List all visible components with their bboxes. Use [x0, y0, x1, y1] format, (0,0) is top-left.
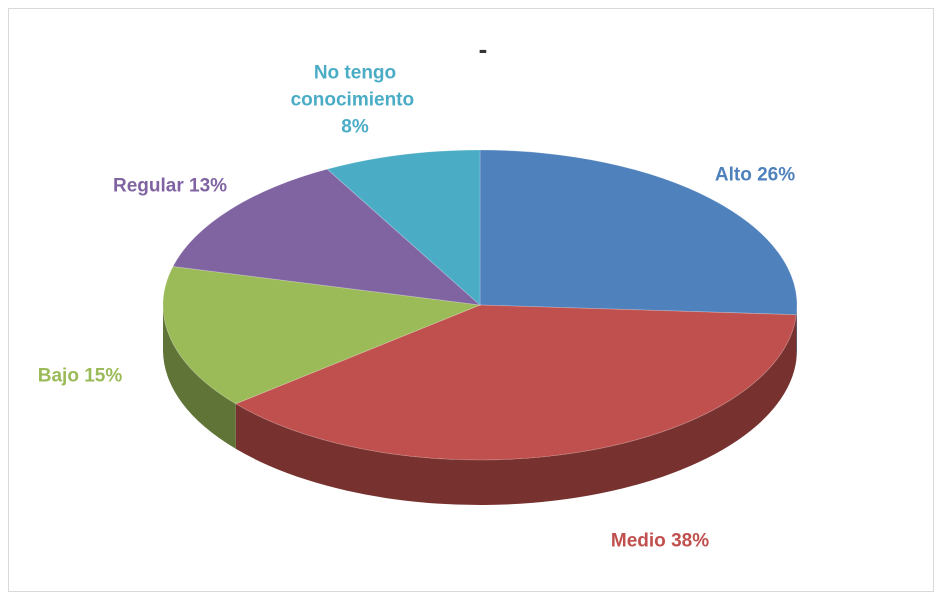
label-category: Bajo — [37, 365, 79, 387]
label-category: Alto — [714, 164, 752, 186]
label-value: 38% — [671, 530, 710, 552]
data-label: No tengo conocimiento 8% — [280, 60, 430, 141]
data-label: Bajo 15% — [38, 363, 123, 390]
slice — [479, 149, 798, 316]
chart-title: - — [479, 34, 488, 64]
data-label: Regular 13% — [113, 173, 227, 200]
slice-side — [796, 305, 798, 360]
label-category: Regular — [112, 175, 184, 197]
label-category: No tengo conocimiento — [290, 62, 415, 111]
slice-side — [163, 305, 236, 449]
label-value: 15% — [84, 365, 123, 387]
label-value: 8% — [341, 116, 369, 138]
slice-side — [235, 314, 797, 506]
slice — [234, 304, 797, 461]
data-label: Medio 38% — [611, 528, 709, 555]
slice — [172, 168, 482, 306]
data-label: Alto 26% — [715, 162, 795, 189]
slice — [162, 266, 482, 405]
label-category: Medio — [610, 530, 666, 552]
label-value: 26% — [757, 164, 796, 186]
label-value: 13% — [189, 175, 228, 197]
slice — [326, 149, 481, 306]
